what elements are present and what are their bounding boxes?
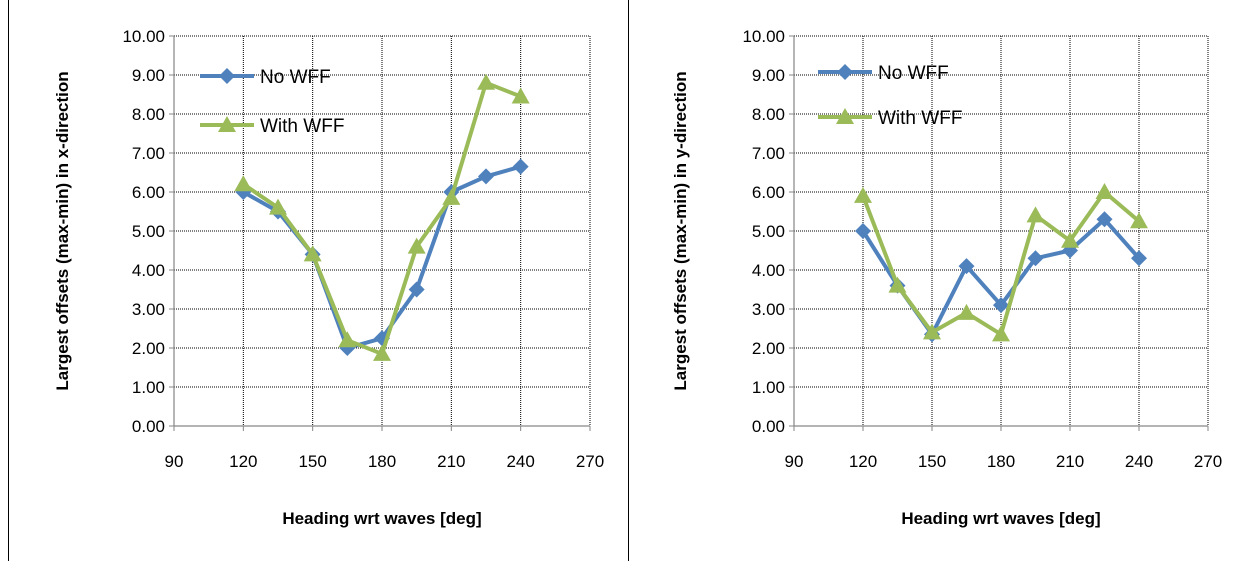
legend-label-with-wff: With WFF [260,116,344,137]
legend-marker-no-wff [219,68,235,84]
y-tick-label: 8.00 [752,105,785,124]
data-point-with-wff [957,303,976,320]
data-point-with-wff [1061,231,1079,248]
data-point-no-wff [408,281,425,298]
legend-marker-with-wff [218,116,236,132]
data-point-with-wff [373,344,391,361]
data-point-no-wff [993,297,1009,314]
y-tick-label: 4.00 [752,261,785,280]
y-tick-label: 7.00 [132,144,165,163]
legend: No WFF With WFF [200,67,344,137]
legend-label-with-wff: With WFF [878,108,962,129]
data-point-with-wff [511,87,530,104]
legend: No WFF With WFF [818,63,962,129]
data-point-no-wff [958,258,975,275]
series-with-wff [854,183,1148,342]
y-tick-label: 4.00 [132,261,165,280]
data-point-with-wff [1130,212,1148,229]
data-point-with-wff [854,186,872,203]
y-tick-label: 3.00 [132,300,165,319]
data-point-with-wff [442,188,461,205]
y-tick-label: 3.00 [752,300,785,319]
data-point-with-wff [234,175,253,192]
data-point-with-wff [888,276,907,293]
y-tick-label: 9.00 [752,66,785,85]
x-tick-label: 120 [849,452,877,471]
legend-label-no-wff: No WFF [260,67,331,88]
y-tick-label: 6.00 [132,183,165,202]
y-tick-label: 2.00 [752,339,785,358]
legend-label-no-wff: No WFF [878,63,949,84]
page-divider [628,0,629,561]
chart-panel-y-direction: 0.00 1.00 2.00 3.00 4.00 5.00 6.00 7.00 8.00 9.00… [622,0,1243,561]
y-tick-label: 10.00 [742,27,785,46]
y-axis-title: Largest offsets (max-min) in y-direction [671,71,690,390]
data-point-with-wff [338,331,357,348]
y-tick-label: 10.00 [122,27,165,46]
legend-marker-no-wff [837,64,853,80]
data-point-no-wff [478,168,494,185]
x-tick-label: 150 [298,452,326,471]
y-axis-title: Largest offsets (max-min) in x-direction [53,71,72,390]
series-with-wff [234,73,530,361]
x-tick-label: 210 [437,452,465,471]
x-tick-label: 90 [165,452,184,471]
chart-x-direction: 0.00 1.00 2.00 3.00 4.00 5.00 6.00 7.00 8.00 9.00… [53,27,604,528]
y-tick-label: 5.00 [752,222,785,241]
data-point-with-wff [407,237,426,254]
x-tick-label: 240 [506,452,534,471]
x-tick-label: 270 [1194,452,1222,471]
x-tick-label: 90 [785,452,804,471]
x-axis-title: Heading wrt waves [deg] [901,509,1100,528]
y-tick-label: 8.00 [132,105,165,124]
data-point-with-wff [477,73,495,90]
legend-marker-with-wff [836,108,854,124]
data-point-with-wff [1026,206,1045,223]
page-border-left [8,0,9,561]
y-tick-label: 0.00 [132,417,165,436]
data-point-no-wff [1131,250,1147,267]
data-point-no-wff [1096,211,1113,228]
data-point-no-wff [1027,250,1044,267]
x-tick-label: 180 [368,452,396,471]
x-tick-label: 270 [576,452,604,471]
data-point-with-wff [269,198,287,215]
y-tick-label: 1.00 [132,378,165,397]
data-point-no-wff [512,158,529,175]
data-point-with-wff [923,323,941,340]
data-point-with-wff [303,245,322,262]
y-tick-label: 2.00 [132,339,165,358]
x-tick-label: 150 [918,452,946,471]
x-tick-label: 180 [987,452,1015,471]
y-tick-label: 1.00 [752,378,785,397]
y-tick-label: 9.00 [132,66,165,85]
data-point-with-wff [1095,183,1114,199]
grid [174,35,591,426]
y-tick-label: 5.00 [132,222,165,241]
x-tick-label: 120 [229,452,257,471]
x-tick-label: 240 [1125,452,1153,471]
chart-y-direction: 0.00 1.00 2.00 3.00 4.00 5.00 6.00 7.00 8.00 9.00… [671,27,1222,528]
data-point-with-wff [992,325,1010,342]
y-tick-label: 7.00 [752,144,785,163]
data-point-no-wff [855,223,871,239]
x-tick-label: 210 [1056,452,1084,471]
chart-panel-x-direction: 0.00 1.00 2.00 3.00 4.00 5.00 6.00 7.00 8.00 9.00… [0,0,621,561]
y-tick-label: 0.00 [752,417,785,436]
x-axis-title: Heading wrt waves [deg] [282,509,481,528]
y-tick-label: 6.00 [752,183,785,202]
